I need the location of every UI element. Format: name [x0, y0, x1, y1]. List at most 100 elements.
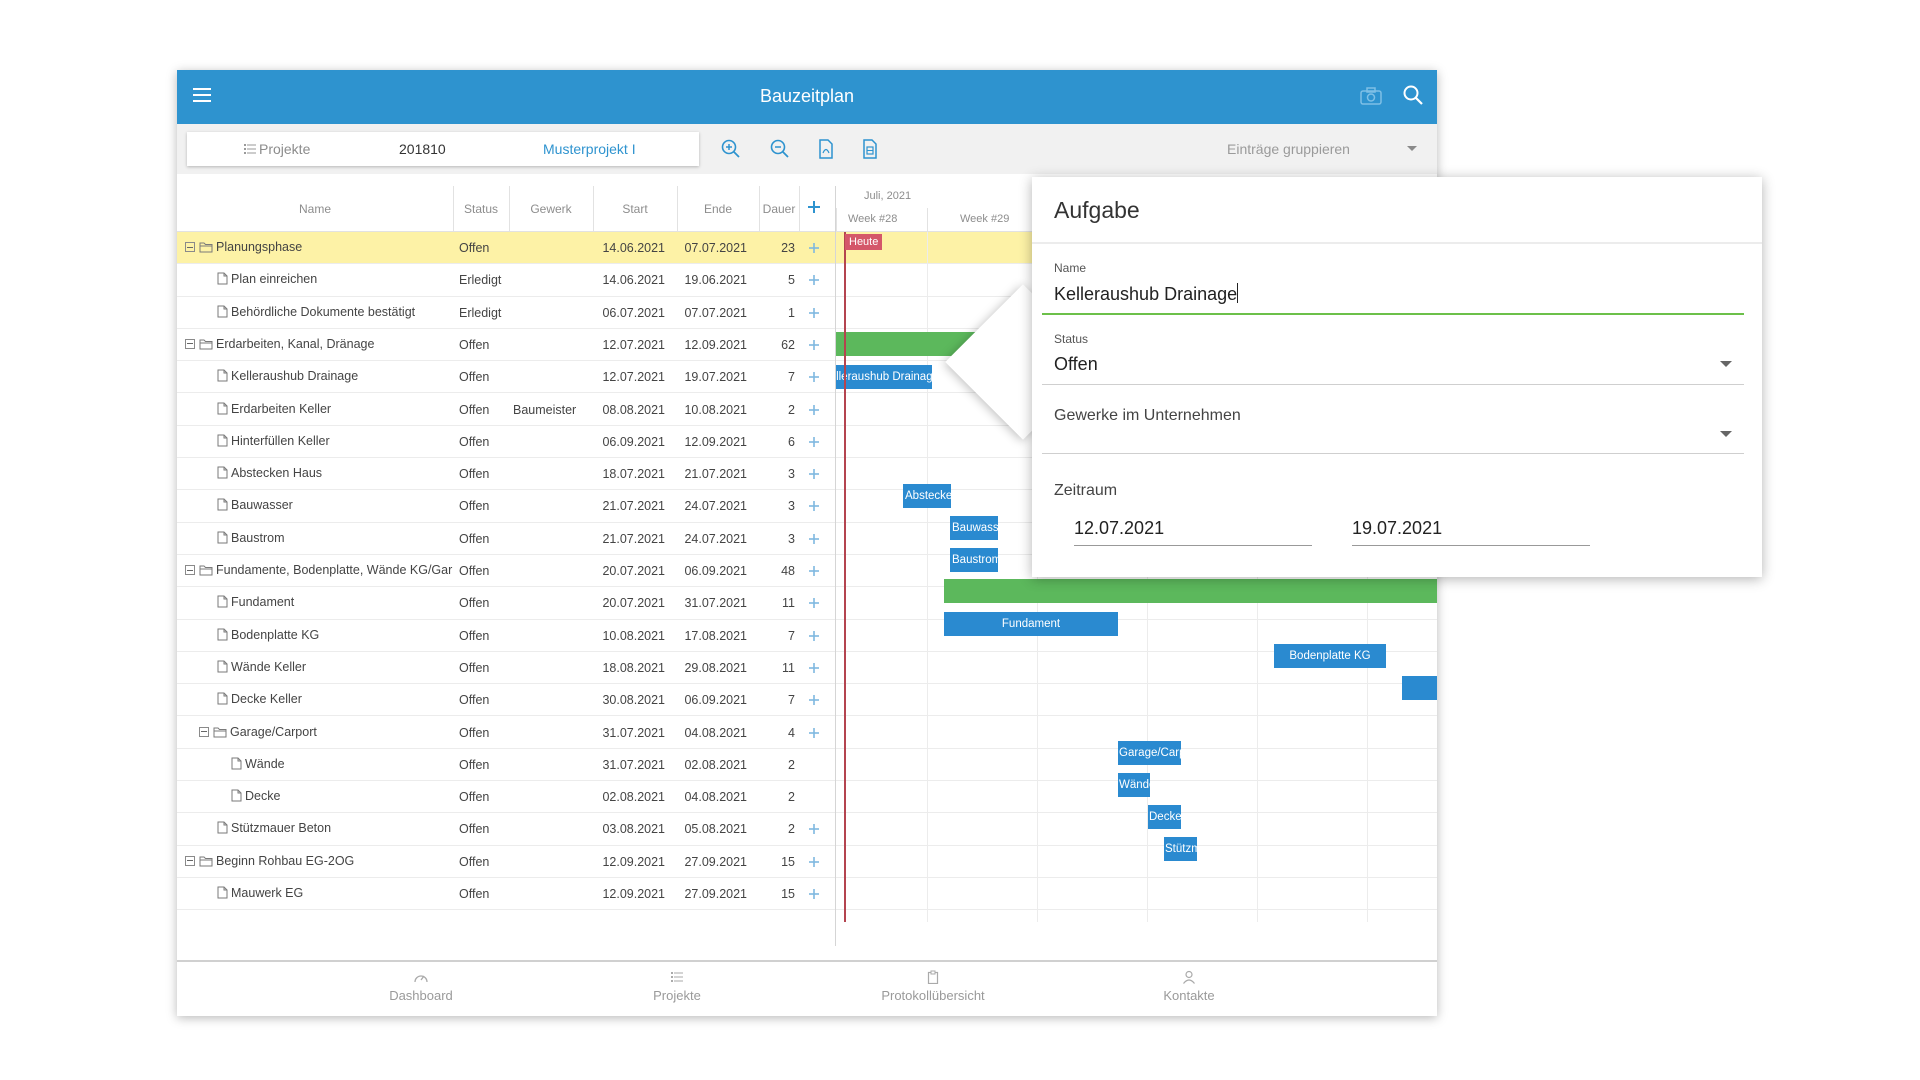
column-header-duration[interactable]: Dauer — [762, 202, 796, 216]
table-row[interactable]: Fundament Offen 20.07.2021 31.07.2021 11 — [177, 587, 1437, 620]
table-row[interactable]: Decke Keller Offen 30.08.2021 06.09.2021 7 — [177, 684, 1437, 717]
cell-status: Offen — [459, 660, 490, 675]
gantt-bar-garage[interactable]: Garage/Carport — [1118, 741, 1181, 765]
zoom-in-icon[interactable] — [720, 138, 742, 160]
column-header-name[interactable]: Name — [298, 202, 331, 216]
camera-icon[interactable] — [1360, 87, 1382, 105]
gantt-bar-decke[interactable]: Decke — [1148, 805, 1181, 829]
chevron-down-icon[interactable] — [1720, 361, 1732, 367]
date-to-field[interactable]: 19.07.2021 — [1352, 518, 1443, 538]
add-subtask-icon[interactable] — [808, 436, 820, 448]
add-subtask-icon[interactable] — [808, 274, 820, 286]
table-row[interactable]: Wände Offen 31.07.2021 02.08.2021 2 — [177, 749, 1437, 782]
file-icon — [217, 886, 228, 899]
table-row[interactable]: Bodenplatte KG Offen 10.08.2021 17.08.2021 7 — [177, 620, 1437, 652]
grouping-dropdown[interactable]: Einträge gruppieren — [1227, 141, 1417, 157]
gantt-bar-waende-keller[interactable] — [1402, 676, 1437, 700]
table-row[interactable]: Stützmauer Beton Offen 03.08.2021 05.08.202… — [177, 813, 1437, 846]
table-row[interactable]: Garage/Carport Offen 31.07.2021 04.08.2021 4 — [177, 717, 1437, 749]
table-row[interactable]: Bauwasser Offen 21.07.2021 24.07.2021 3 — [177, 490, 1437, 523]
add-subtask-icon[interactable] — [808, 823, 820, 835]
nav-dashboard[interactable]: Dashboard — [341, 970, 501, 1003]
dialog-title: Aufgabe — [1054, 197, 1140, 223]
cell-status: Offen — [459, 241, 490, 255]
project-name[interactable]: Musterprojekt I — [543, 141, 636, 157]
add-subtask-icon[interactable] — [808, 533, 820, 545]
collapse-toggle-icon[interactable] — [185, 338, 195, 349]
table-row[interactable]: Baustrom Offen 21.07.2021 24.07.2021 3 — [177, 523, 1437, 555]
file-icon — [217, 305, 228, 318]
add-subtask-icon[interactable] — [808, 500, 820, 512]
add-subtask-icon[interactable] — [808, 404, 820, 416]
cell-name: Erdarbeiten, Kanal, Dränage — [177, 337, 453, 351]
collapse-toggle-icon[interactable] — [185, 242, 195, 252]
column-header-status[interactable]: Status — [463, 202, 499, 216]
add-subtask-icon[interactable] — [808, 468, 820, 480]
collapse-toggle-icon[interactable] — [185, 855, 195, 866]
add-subtask-icon[interactable] — [808, 662, 820, 674]
gantt-bar-baustrom[interactable]: Baustrom — [950, 548, 998, 572]
gantt-group-bar[interactable] — [944, 579, 1437, 603]
gantt-bar-bodenplatte[interactable]: Bodenplatte KG — [1274, 644, 1386, 668]
status-select[interactable]: Offen — [1054, 354, 1098, 374]
table-row[interactable]: Hinterfüllen Keller Offen 06.09.2021 12.09.… — [177, 426, 1437, 459]
task-name: Plan einreichen — [231, 272, 318, 287]
table-row[interactable]: Mauwerk EG Offen 12.09.2021 27.09.2021 15 — [177, 878, 1437, 911]
pdf-export-icon[interactable] — [815, 138, 837, 160]
collapse-toggle-icon[interactable] — [199, 726, 209, 737]
nav-kontakte[interactable]: Kontakte — [1109, 970, 1269, 1003]
grid-gantt-divider[interactable] — [835, 186, 836, 946]
table-row[interactable]: Fundamente, Bodenplatte, Wände KG/Gar Off… — [177, 555, 1437, 588]
today-label: Heute — [845, 234, 883, 250]
cell-start: 06.07.2021 — [602, 305, 665, 320]
column-header-gewerk[interactable]: Gewerk — [530, 202, 572, 216]
excel-export-icon[interactable] — [859, 138, 881, 160]
column-header-end[interactable]: Ende — [703, 202, 733, 216]
table-row[interactable]: Decke Offen 02.08.2021 04.08.2021 2 — [177, 781, 1437, 814]
nav-protokoll[interactable]: Protokollübersicht — [853, 970, 1013, 1003]
search-icon[interactable] — [1402, 84, 1424, 106]
table-row[interactable]: Kelleraushub Drainage Offen 12.07.2021 19.0… — [177, 361, 1437, 394]
add-subtask-icon[interactable] — [808, 630, 820, 642]
add-subtask-icon[interactable] — [808, 888, 820, 900]
table-row[interactable]: Behördliche Dokumente bestätigt Erledigt 0… — [177, 297, 1437, 329]
cell-name: Plan einreichen — [177, 272, 453, 286]
gantt-bar-bauwasser[interactable]: Bauwasser — [950, 516, 998, 540]
add-subtask-icon[interactable] — [808, 597, 820, 609]
menu-icon[interactable] — [193, 88, 211, 102]
toolbar: Projekte 201810 Musterprojekt I Einträge… — [177, 124, 1437, 174]
table-row[interactable]: Beginn Rohbau EG-2OG Offen 12.09.2021 27.09… — [177, 846, 1437, 878]
task-name: Beginn Rohbau EG-2OG — [216, 853, 355, 868]
table-row[interactable]: Wände Keller Offen 18.08.2021 29.08.2021 11 — [177, 652, 1437, 685]
add-subtask-icon[interactable] — [808, 727, 820, 739]
add-subtask-icon[interactable] — [808, 242, 820, 254]
gantt-bar-stuetzmauer[interactable]: Stützmauer Beton — [1164, 837, 1197, 861]
table-row[interactable]: Erdarbeiten Keller Offen Baumeister 08.08.2… — [177, 394, 1437, 426]
gantt-bar-fundament[interactable]: Fundament — [944, 612, 1118, 636]
gantt-bar-abstecken[interactable]: Abstecken Haus — [903, 484, 951, 508]
name-field[interactable]: Kelleraushub Drainage — [1054, 283, 1239, 305]
add-subtask-icon[interactable] — [808, 339, 820, 351]
add-task-icon[interactable] — [807, 200, 821, 214]
add-subtask-icon[interactable] — [808, 694, 820, 706]
table-row[interactable]: Plan einreichen Erledigt 14.06.2021 19.06.2… — [177, 264, 1437, 297]
date-from-field[interactable]: 12.07.2021 — [1074, 518, 1165, 538]
table-row[interactable]: Abstecken Haus Offen 18.07.2021 21.07.2021 3 — [177, 458, 1437, 491]
gewerke-select[interactable]: Gewerke im Unternehmen — [1054, 407, 1241, 424]
add-subtask-icon[interactable] — [808, 856, 820, 868]
add-subtask-icon[interactable] — [808, 565, 820, 577]
chevron-down-icon[interactable] — [1720, 431, 1732, 437]
project-selector[interactable]: Projekte 201810 Musterprojekt I — [187, 132, 699, 166]
add-subtask-icon[interactable] — [808, 371, 820, 383]
gantt-bar-waende[interactable]: Wände — [1118, 773, 1150, 797]
column-header-start[interactable]: Start — [622, 202, 648, 216]
table-row[interactable]: Erdarbeiten, Kanal, Dränage Offen 12.07.20… — [177, 329, 1437, 362]
collapse-toggle-icon[interactable] — [185, 565, 195, 575]
add-subtask-icon[interactable] — [808, 307, 820, 319]
folder-icon — [199, 856, 213, 867]
zoom-out-icon[interactable] — [769, 138, 791, 160]
file-icon — [217, 595, 228, 608]
task-name: Garage/Carport — [230, 724, 317, 739]
nav-projekte[interactable]: Projekte — [597, 970, 757, 1003]
gantt-bar-kelleraushub[interactable]: Kelleraushub Drainage — [836, 365, 932, 389]
